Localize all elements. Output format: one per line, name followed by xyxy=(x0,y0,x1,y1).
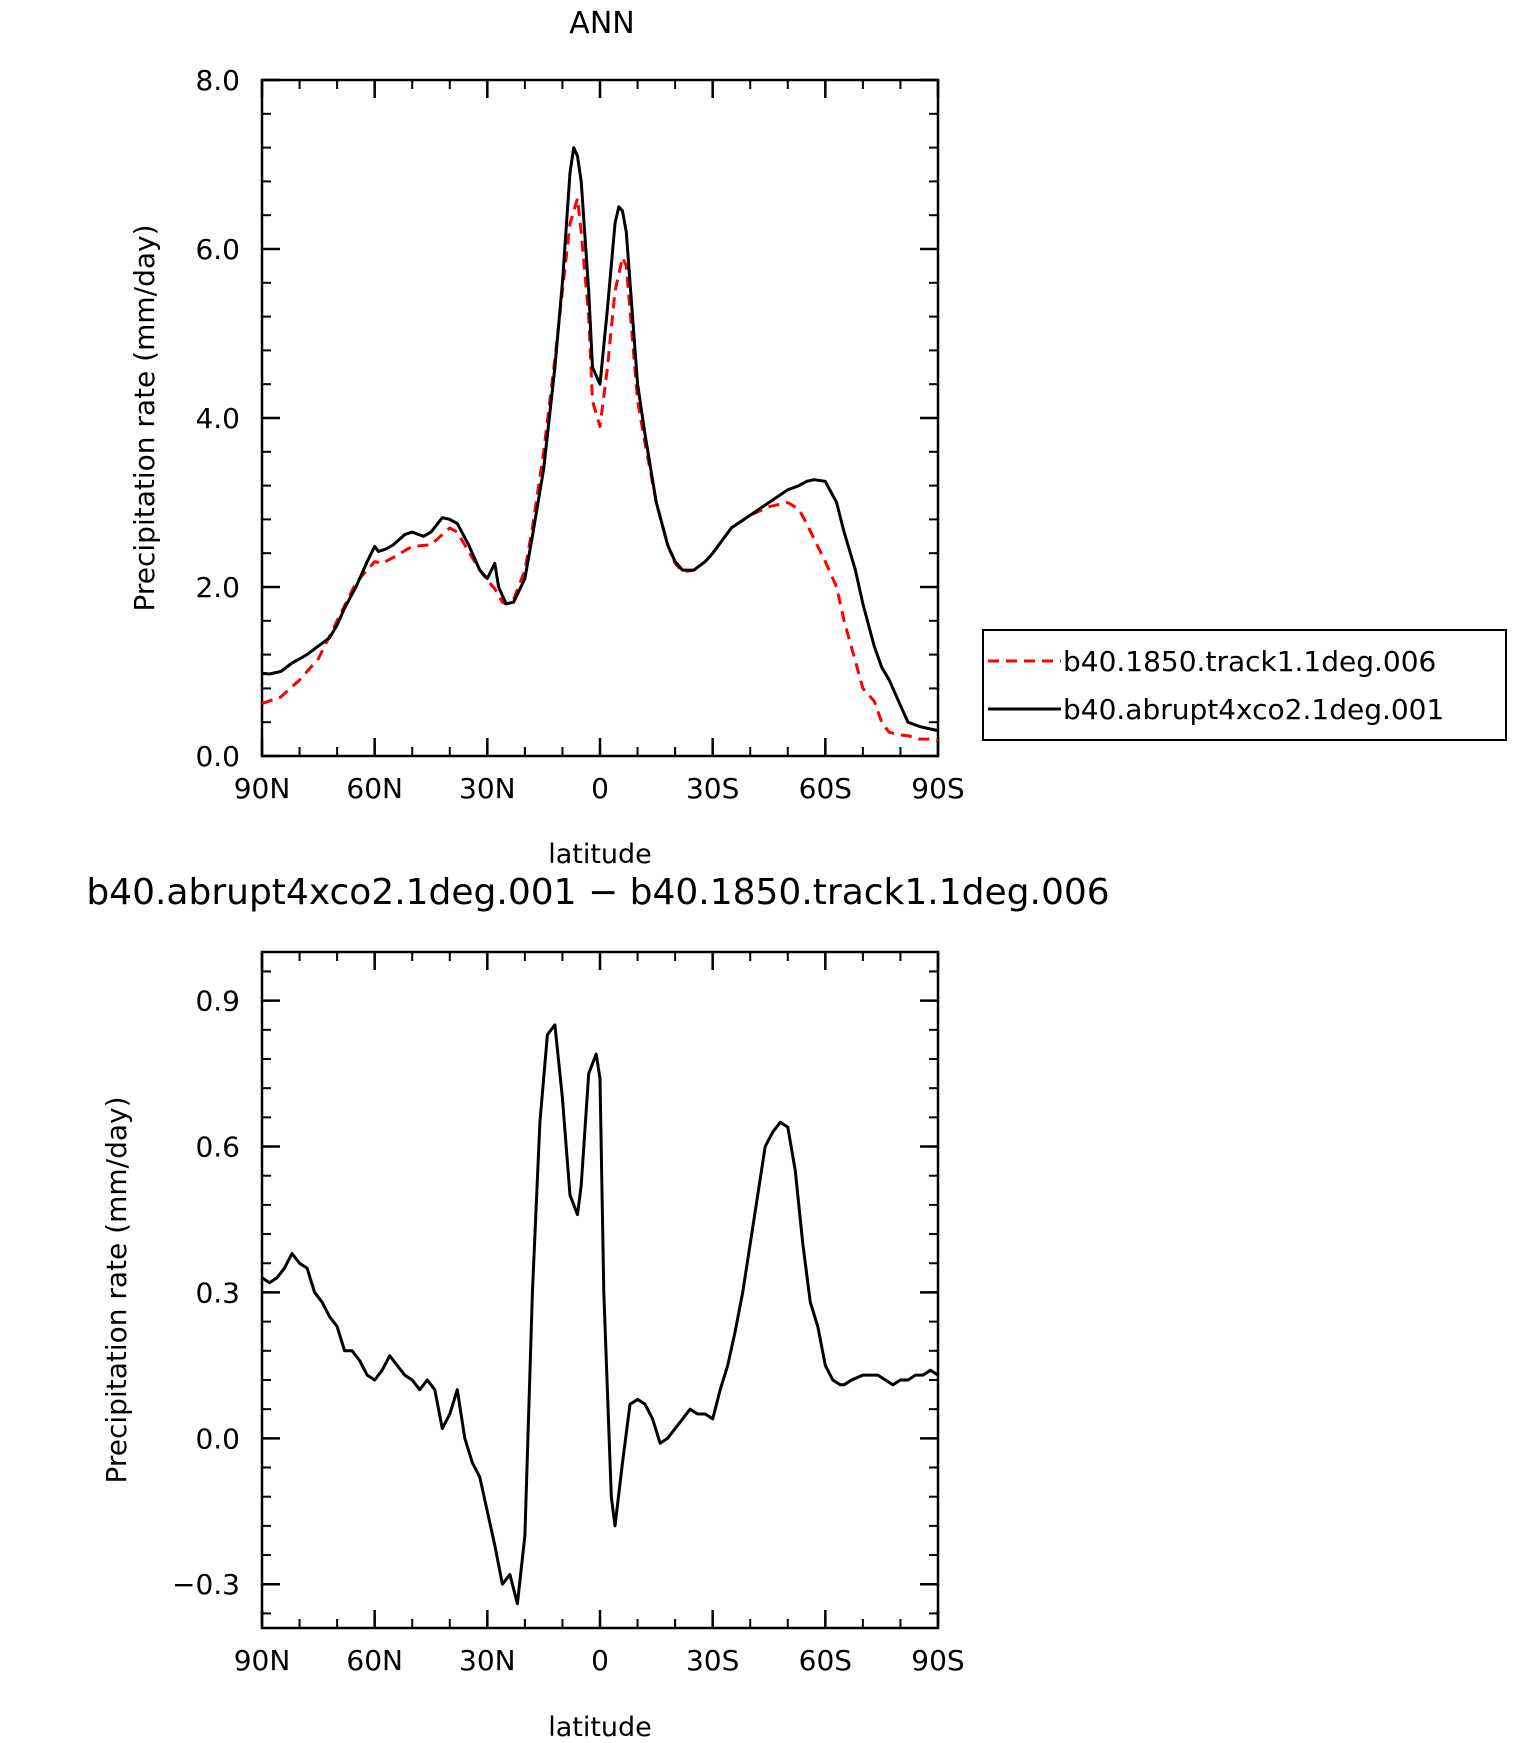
legend-entry-1850: b40.1850.track1.1deg.006 xyxy=(1063,645,1436,678)
y-tick-label: −0.3 xyxy=(172,1568,240,1601)
legend-entry-abrupt4xco2: b40.abrupt4xco2.1deg.001 xyxy=(1063,693,1444,726)
y-tick-label: 6.0 xyxy=(195,233,240,266)
x-tick-label: 60N xyxy=(346,1644,403,1677)
x-tick-label: 60S xyxy=(799,772,852,805)
x-ticks: 90N 60N 30N 0 30S 60S 90S xyxy=(234,952,965,1677)
y-tick-label: 2.0 xyxy=(195,571,240,604)
y-tick-label: 0.6 xyxy=(195,1131,240,1164)
series-line-b40-1850-track1-1deg-006 xyxy=(261,196,939,743)
x-tick-label: 90S xyxy=(911,1644,964,1677)
y-tick-label: 4.0 xyxy=(195,402,240,435)
legend-box xyxy=(982,629,1507,741)
plot-frame xyxy=(260,950,940,1630)
y-axis-label: Precipitation rate (mm/day) xyxy=(100,1096,133,1483)
y-axis-label: Precipitation rate (mm/day) xyxy=(128,224,161,611)
chart-title: b40.abrupt4xco2.1deg.001 − b40.1850.trac… xyxy=(86,872,1109,913)
series-line-difference xyxy=(261,1023,939,1606)
y-tick-label: 0.3 xyxy=(195,1276,240,1309)
legend: b40.1850.track1.1deg.006 b40.abrupt4xco2… xyxy=(982,629,1507,741)
series-line-b40-abrupt4xco2-1deg-001 xyxy=(261,146,939,733)
x-tick-label: 30N xyxy=(459,772,516,805)
x-tick-label: 60S xyxy=(799,1644,852,1677)
x-tick-label: 0 xyxy=(591,1644,609,1677)
x-tick-label: 90N xyxy=(234,772,291,805)
plot-frame xyxy=(260,78,940,758)
x-tick-label: 60N xyxy=(346,772,403,805)
series-lines xyxy=(261,146,939,743)
x-tick-label: 30S xyxy=(686,772,739,805)
x-axis-label: latitude xyxy=(548,839,652,870)
x-tick-label: 90N xyxy=(234,1644,291,1677)
x-ticks: 90N 60N 30N 0 30S 60S 90S xyxy=(234,80,965,805)
x-tick-label: 0 xyxy=(591,772,609,805)
difference-panel: b40.abrupt4xco2.1deg.001 − b40.1850.trac… xyxy=(86,872,1109,1743)
x-axis-label: latitude xyxy=(548,1712,652,1743)
y-ticks: −0.3 0.0 0.3 0.6 0.9 xyxy=(172,970,938,1615)
y-tick-label: 0.0 xyxy=(195,740,240,773)
series-lines xyxy=(261,1023,939,1606)
y-ticks: 0.0 2.0 4.0 6.0 8.0 xyxy=(195,64,938,773)
y-tick-label: 0.9 xyxy=(195,985,240,1018)
x-tick-label: 30N xyxy=(459,1644,516,1677)
y-tick-label: 8.0 xyxy=(195,64,240,97)
chart-title: ANN xyxy=(569,6,634,41)
x-tick-label: 30S xyxy=(686,1644,739,1677)
x-tick-label: 90S xyxy=(911,772,964,805)
precipitation-panel: ANN 0.02.04.06.08.0 90N 60N 30N 0 30S 60S 90S … xyxy=(128,6,1507,870)
y-tick-label: 0.0 xyxy=(195,1422,240,1455)
